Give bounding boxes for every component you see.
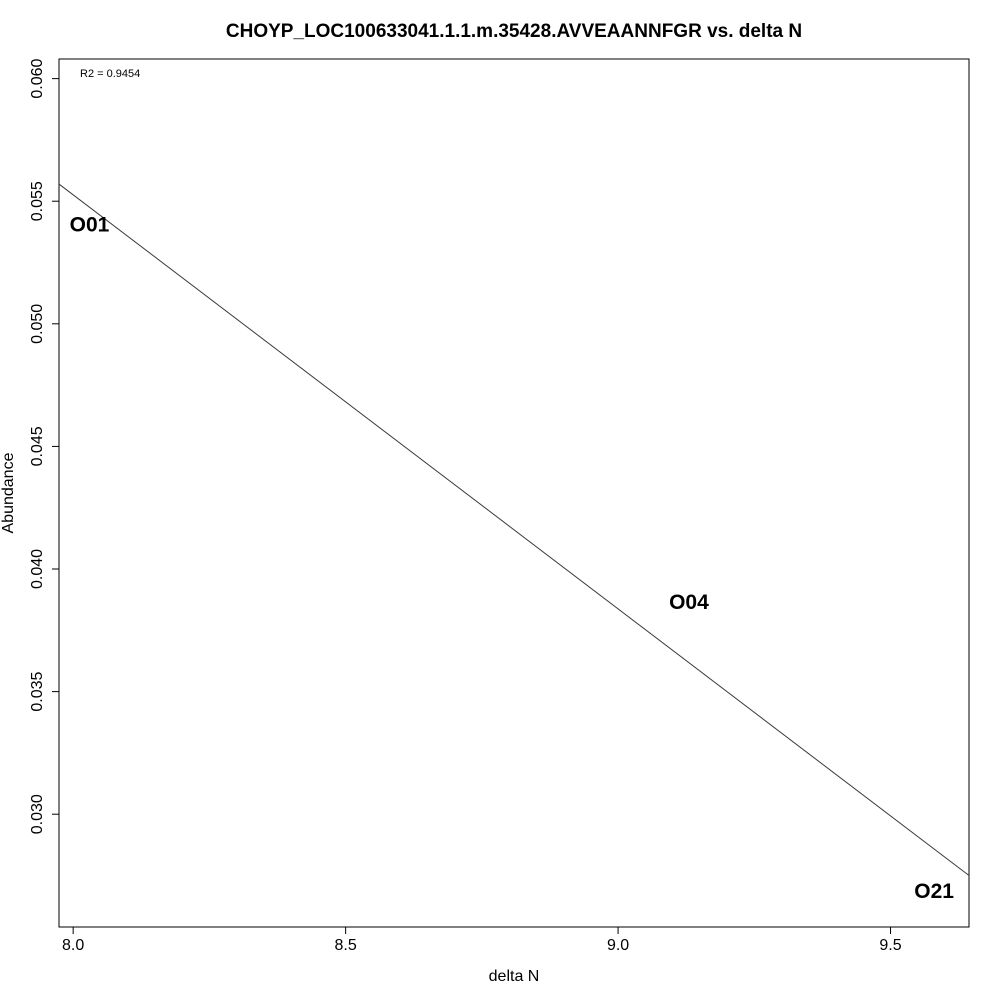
x-tick-label: 9.0 xyxy=(607,937,629,954)
y-tick-label: 0.045 xyxy=(29,426,46,466)
chart-title: CHOYP_LOC100633041.1.1.m.35428.AVVEAANNF… xyxy=(226,21,802,42)
point-label: O21 xyxy=(914,880,954,903)
x-tick-label: 8.0 xyxy=(62,937,84,954)
x-axis-label: delta N xyxy=(489,968,540,985)
regression-line xyxy=(58,183,970,876)
point-label: O04 xyxy=(669,591,709,614)
plot-content: O01 O04 O21 xyxy=(58,183,970,903)
x-tick-label: 8.5 xyxy=(334,937,356,954)
y-axis: 0.030 0.035 0.040 0.045 0.050 0.055 0.060 xyxy=(29,58,60,834)
y-tick-label: 0.050 xyxy=(29,304,46,344)
y-tick-label: 0.040 xyxy=(29,549,46,589)
y-tick-label: 0.055 xyxy=(29,181,46,221)
x-axis: 8.0 8.5 9.0 9.5 xyxy=(62,926,902,954)
y-tick-label: 0.030 xyxy=(29,794,46,834)
y-tick-label: 0.035 xyxy=(29,671,46,711)
x-tick-label: 9.5 xyxy=(879,937,901,954)
plot-area-frame xyxy=(58,58,970,928)
y-tick-label: 0.060 xyxy=(29,58,46,98)
y-axis-label: Abundance xyxy=(0,452,17,533)
r2-annotation: R2 = 0.9454 xyxy=(80,68,140,80)
point-label: O01 xyxy=(70,213,110,236)
